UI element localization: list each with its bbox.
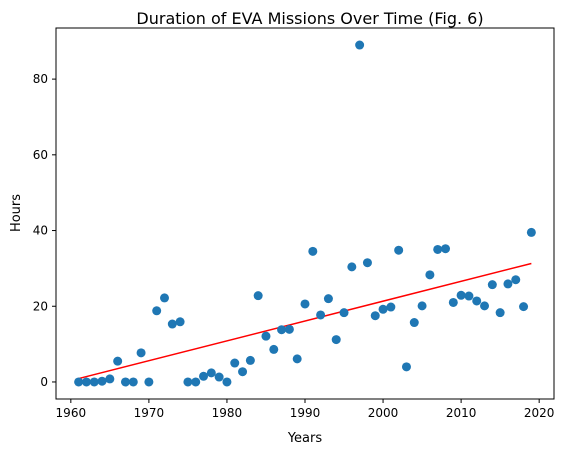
data-point <box>464 291 474 301</box>
data-point <box>222 377 232 387</box>
y-tick-label: 20 <box>33 299 48 313</box>
data-point <box>113 356 123 366</box>
x-tick-label: 2000 <box>368 406 399 420</box>
data-point <box>316 310 326 320</box>
data-point <box>214 372 224 382</box>
x-tick-label: 1980 <box>212 406 243 420</box>
data-point <box>339 308 349 318</box>
data-point <box>206 368 216 378</box>
data-point <box>277 325 287 335</box>
data-point <box>245 355 255 365</box>
x-axis-label: Years <box>287 431 323 446</box>
data-point <box>183 377 193 387</box>
data-point <box>120 377 130 387</box>
axis-ticks: 1960 1970 1980 1990 2000 2010 2020 0 20 40 60 80 <box>33 72 555 420</box>
data-point <box>97 376 107 386</box>
data-point <box>511 275 521 285</box>
data-point <box>417 301 427 311</box>
data-point <box>253 291 263 301</box>
data-point <box>261 331 271 341</box>
y-tick-label: 60 <box>33 148 48 162</box>
data-point <box>284 324 294 334</box>
data-point <box>144 377 154 387</box>
data-point <box>362 258 372 268</box>
data-point <box>519 302 529 312</box>
data-point <box>105 374 115 384</box>
data-point <box>191 377 201 387</box>
trendline <box>78 262 532 380</box>
data-point <box>74 377 84 387</box>
data-point <box>441 244 451 254</box>
data-point <box>433 244 443 254</box>
y-tick-label: 80 <box>33 72 48 86</box>
data-point <box>386 302 396 312</box>
data-point <box>136 348 146 358</box>
x-tick-label: 1990 <box>290 406 321 420</box>
plot-frame <box>55 27 555 400</box>
data-point <box>308 246 318 256</box>
x-tick-label: 1970 <box>134 406 165 420</box>
y-tick-label: 0 <box>40 375 48 389</box>
data-point <box>323 294 333 304</box>
data-point <box>269 344 279 354</box>
data-point <box>238 367 248 377</box>
x-tick-label: 2020 <box>524 406 555 420</box>
data-point <box>152 306 162 316</box>
data-point <box>495 308 505 318</box>
data-point <box>230 358 240 368</box>
data-point <box>167 319 177 329</box>
data-point <box>472 296 482 306</box>
data-point <box>370 311 380 321</box>
data-point <box>394 245 404 255</box>
trendline-group <box>78 262 532 380</box>
x-tick-label: 1960 <box>56 406 87 420</box>
data-point <box>448 297 458 307</box>
chart-title: Duration of EVA Missions Over Time (Fig.… <box>136 9 483 28</box>
data-point <box>199 371 209 381</box>
data-point <box>526 227 536 237</box>
data-point <box>331 335 341 345</box>
data-point <box>487 280 497 290</box>
data-point <box>292 354 302 364</box>
y-axis-label: Hours <box>9 194 24 232</box>
data-point <box>456 290 466 300</box>
data-point <box>128 377 138 387</box>
data-point <box>89 377 99 387</box>
points-group <box>74 40 536 387</box>
data-point <box>355 40 365 50</box>
data-point <box>480 301 490 311</box>
data-point <box>175 317 185 327</box>
data-point <box>401 362 411 372</box>
data-point <box>159 293 169 303</box>
x-tick-label: 2010 <box>446 406 477 420</box>
y-tick-label: 40 <box>33 224 48 238</box>
data-point <box>409 318 419 328</box>
data-point <box>503 279 513 289</box>
data-point <box>425 270 435 280</box>
data-point <box>81 377 91 387</box>
data-point <box>378 304 388 314</box>
data-point <box>300 299 310 309</box>
data-point <box>347 262 357 272</box>
